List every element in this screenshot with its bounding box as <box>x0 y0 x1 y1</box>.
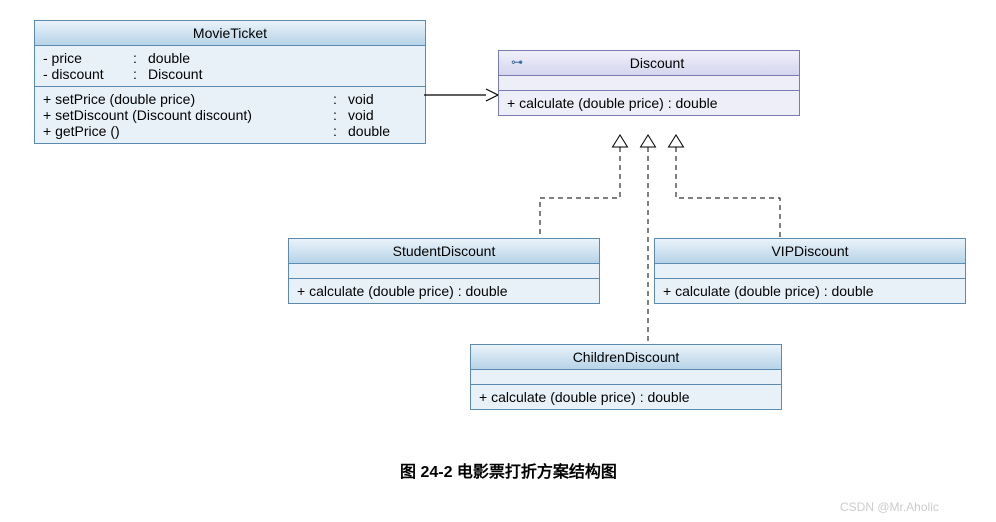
operation-row: + calculate (double price) : double <box>507 95 791 111</box>
operation-row: + setPrice (double price):void <box>43 91 417 107</box>
class-name: Discount <box>630 55 684 71</box>
op-ret: void <box>348 107 374 123</box>
colon: : <box>333 91 348 107</box>
colon: : <box>333 123 348 139</box>
class-studentdiscount: StudentDiscount + calculate (double price… <box>288 238 600 304</box>
op-sig: + setPrice (double price) <box>43 91 333 107</box>
attr-type: double <box>148 50 190 66</box>
op-sig: + setDiscount (Discount discount) <box>43 107 333 123</box>
operation-row: + setDiscount (Discount discount):void <box>43 107 417 123</box>
operation-row: + getPrice ():double <box>43 123 417 139</box>
operation-row: + calculate (double price) : double <box>479 389 773 405</box>
attr-type: Discount <box>148 66 202 82</box>
attribute-row: - price:double <box>43 50 417 66</box>
operations-section: + calculate (double price) : double <box>289 279 599 303</box>
class-name: ChildrenDiscount <box>573 349 680 365</box>
interface-icon: ⊶ <box>511 55 523 69</box>
attributes-section <box>499 76 799 91</box>
attribute-row: - discount:Discount <box>43 66 417 82</box>
class-title: ChildrenDiscount <box>471 345 781 370</box>
class-title: StudentDiscount <box>289 239 599 264</box>
operations-section: + setPrice (double price):void+ setDisco… <box>35 87 425 143</box>
class-title: VIPDiscount <box>655 239 965 264</box>
class-childrendiscount: ChildrenDiscount + calculate (double pric… <box>470 344 782 410</box>
attributes-section <box>289 264 599 279</box>
attributes-section <box>655 264 965 279</box>
colon: : <box>333 107 348 123</box>
colon: : <box>133 66 148 82</box>
operations-section: + calculate (double price) : double <box>499 91 799 115</box>
class-name: StudentDiscount <box>393 243 496 259</box>
attributes-section: - price:double- discount:Discount <box>35 46 425 87</box>
attr-name: - discount <box>43 66 133 82</box>
op-ret: double <box>348 123 390 139</box>
op-ret: void <box>348 91 374 107</box>
operation-row: + calculate (double price) : double <box>297 283 591 299</box>
watermark-text: CSDN @Mr.Aholic <box>840 500 939 514</box>
class-title: ⊶ Discount <box>499 51 799 76</box>
operation-row: + calculate (double price) : double <box>663 283 957 299</box>
colon: : <box>133 50 148 66</box>
class-vipdiscount: VIPDiscount + calculate (double price) : … <box>654 238 966 304</box>
class-title: MovieTicket <box>35 21 425 46</box>
figure-caption: 图 24-2 电影票打折方案结构图 <box>400 458 617 482</box>
op-sig: + getPrice () <box>43 123 333 139</box>
attributes-section <box>471 370 781 385</box>
class-name: MovieTicket <box>193 25 267 41</box>
class-name: VIPDiscount <box>771 243 848 259</box>
class-discount: ⊶ Discount + calculate (double price) : do… <box>498 50 800 116</box>
attr-name: - price <box>43 50 133 66</box>
operations-section: + calculate (double price) : double <box>471 385 781 409</box>
operations-section: + calculate (double price) : double <box>655 279 965 303</box>
class-movieticket: MovieTicket- price:double- discount:Disc… <box>34 20 426 144</box>
